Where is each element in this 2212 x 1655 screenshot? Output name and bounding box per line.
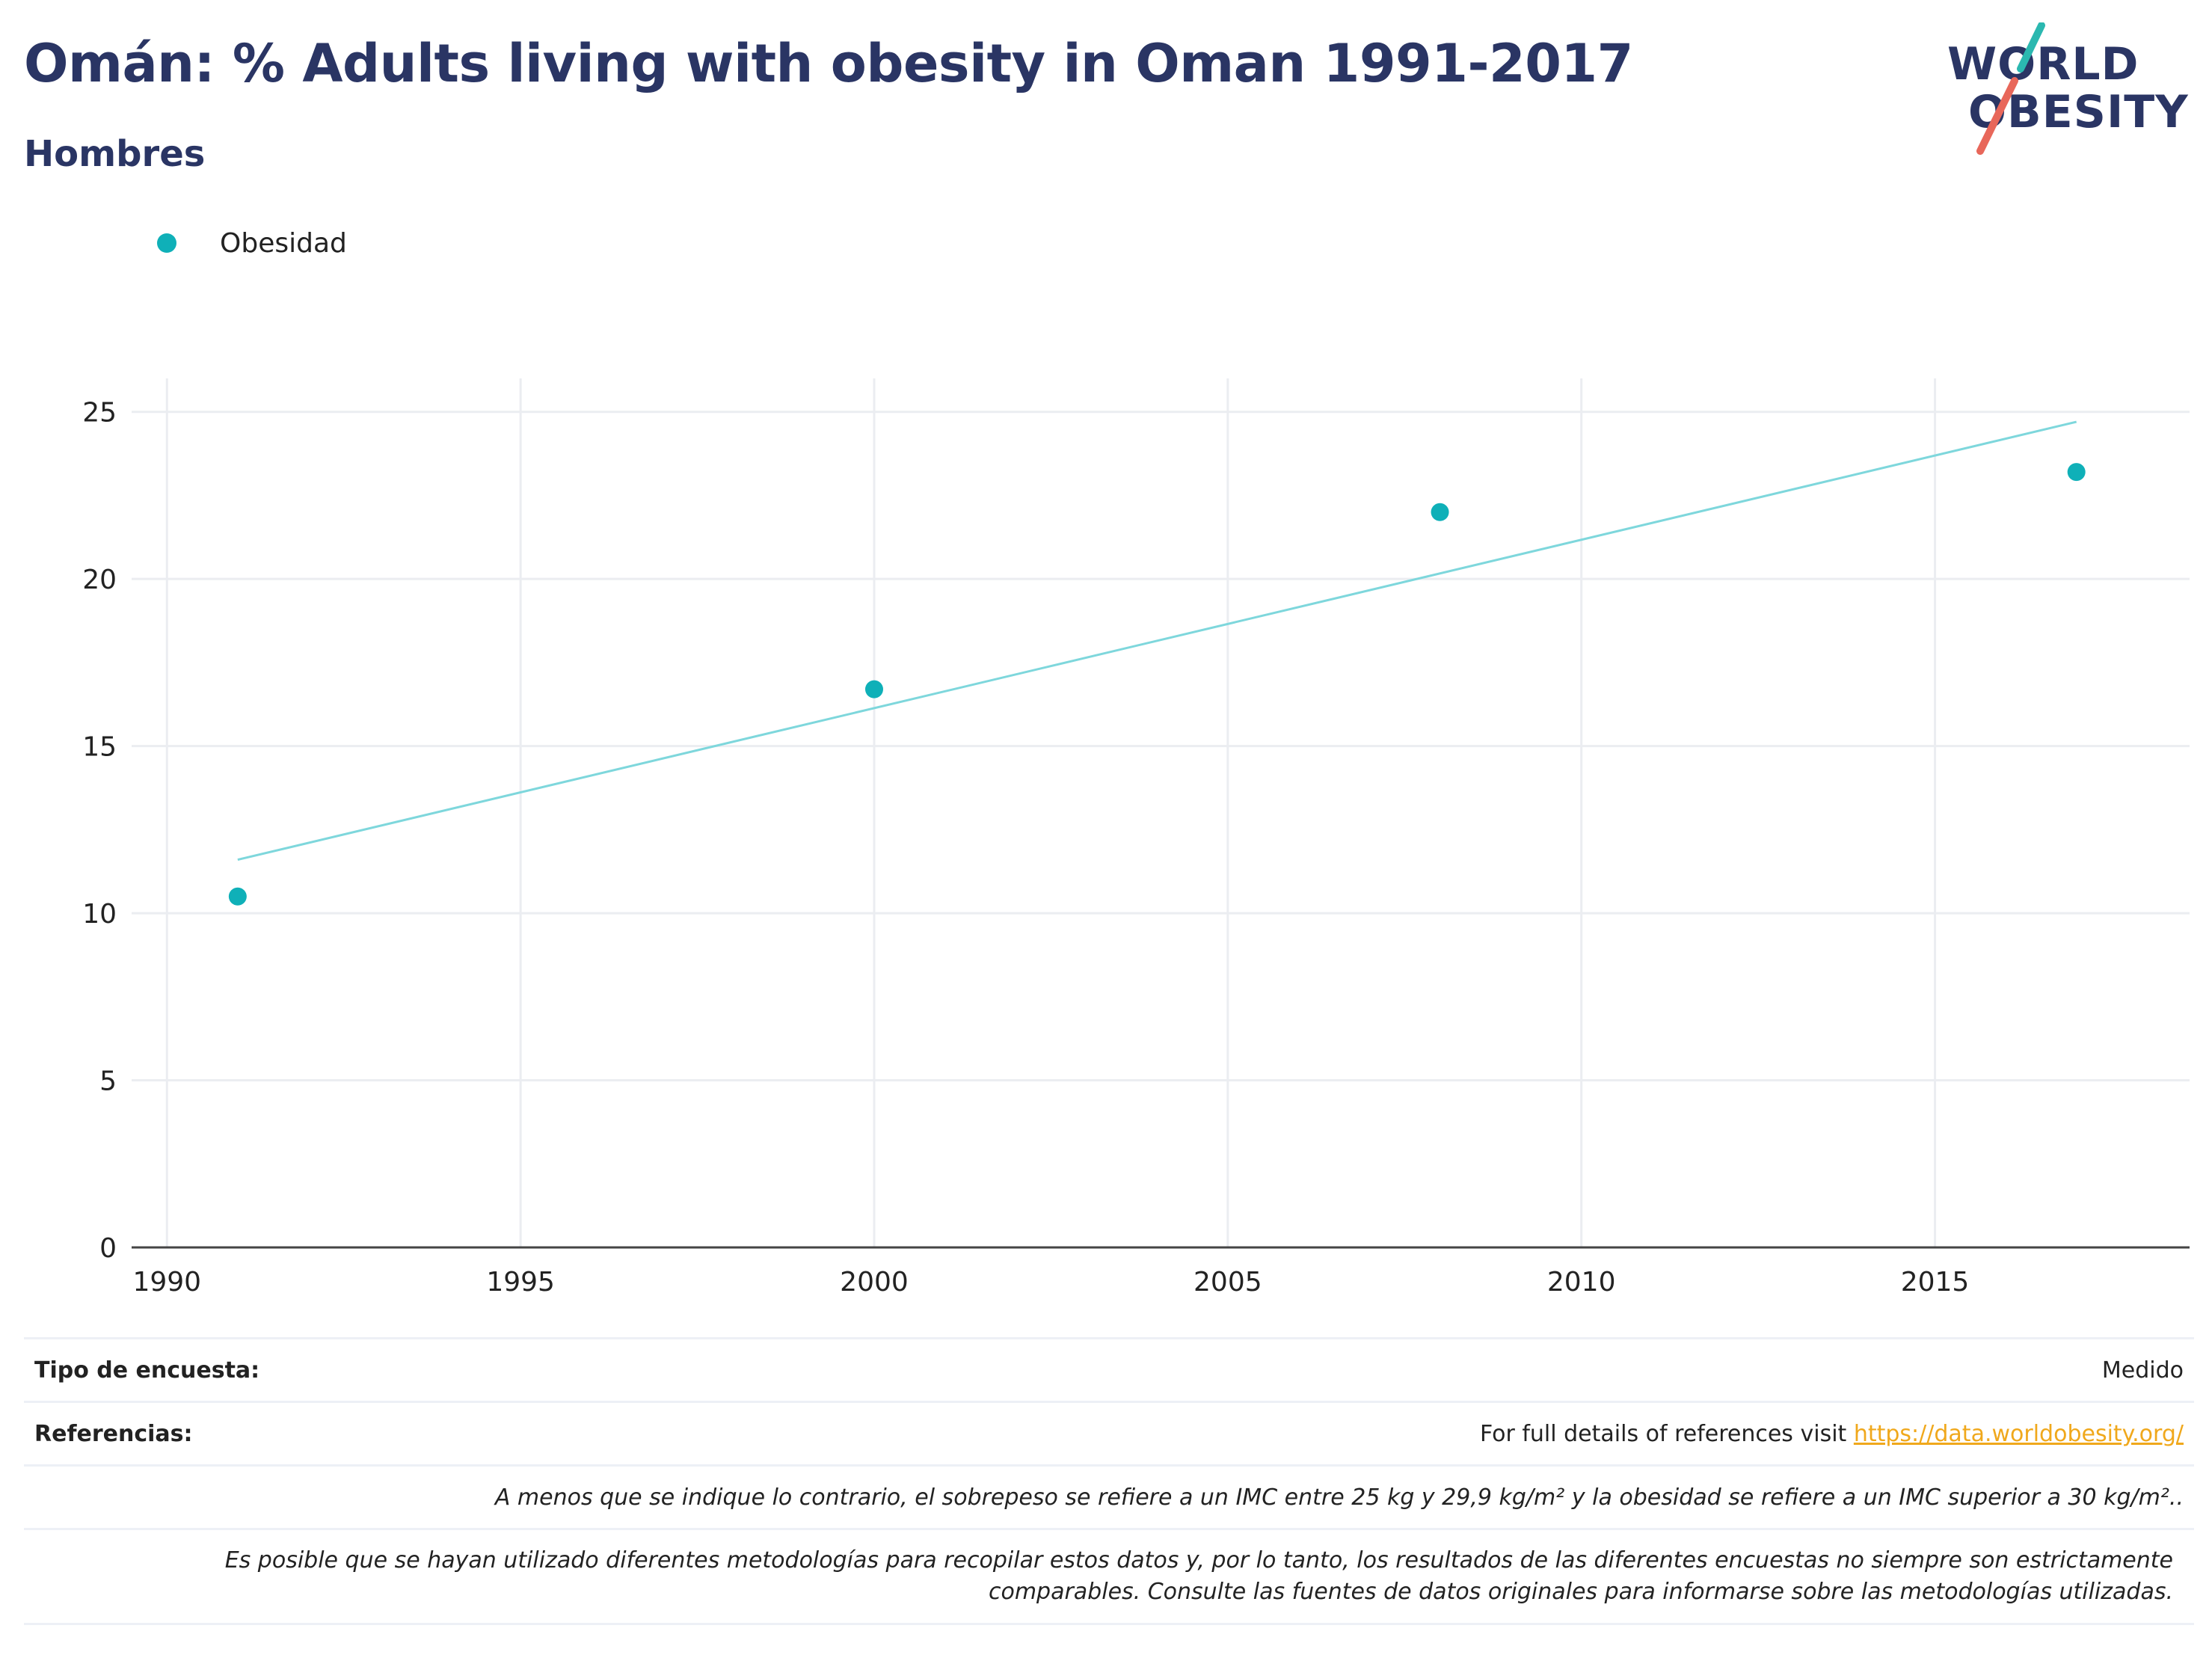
footer-table: Tipo de encuesta: Medido Referencias: Fo… xyxy=(24,1337,2194,1625)
bmi-note: A menos que se indique lo contrario, el … xyxy=(494,1484,2184,1511)
x-tick-label-1990: 1990 xyxy=(132,1267,201,1298)
legend-marker-icon xyxy=(157,233,176,253)
bmi-note-row: A menos que se indique lo contrario, el … xyxy=(24,1464,2194,1528)
x-tick-label-2015: 2015 xyxy=(1901,1267,1970,1298)
legend-label: Obesidad xyxy=(220,227,347,259)
methodology-note-line-2: comparables. Consulte las fuentes de dat… xyxy=(988,1579,2173,1605)
survey-type-value: Medido xyxy=(2101,1357,2184,1384)
references-link[interactable]: https://data.worldobesity.org/ xyxy=(1853,1420,2184,1447)
logo-line-1: WORLD xyxy=(1947,38,2139,90)
references-text: For full details of references visit xyxy=(1479,1420,1854,1447)
scatter-chart: 1990 1995 2000 2005 2010 2015 0 5 10 15 20 25 xyxy=(82,378,2190,1298)
trendline xyxy=(237,420,2077,862)
chart-title: Omán: % Adults living with obesity in Om… xyxy=(24,33,1633,94)
x-tick-label-2010: 2010 xyxy=(1547,1267,1616,1298)
x-tick-label-2000: 2000 xyxy=(840,1267,909,1298)
y-tick-label-10: 10 xyxy=(82,899,117,930)
references-row: Referencias: For full details of referen… xyxy=(24,1401,2194,1464)
methodology-note: Es posible que se hayan utilizado difere… xyxy=(225,1545,2194,1608)
y-tick-label-5: 5 xyxy=(99,1066,117,1097)
data-point-1991 xyxy=(228,887,247,906)
world-obesity-logo: WORLD OBESITY xyxy=(1947,22,2194,157)
y-tick-label-15: 15 xyxy=(82,732,117,763)
x-tick-label-1995: 1995 xyxy=(486,1267,555,1298)
y-tick-label-20: 20 xyxy=(82,565,117,595)
x-tick-label-2005: 2005 xyxy=(1193,1267,1262,1298)
grid xyxy=(132,378,2190,1247)
logo-slash-icon xyxy=(1976,22,2045,155)
tick-labels: 1990 1995 2000 2005 2010 2015 0 5 10 15 20 25 xyxy=(82,398,1969,1298)
references-value: For full details of references visit htt… xyxy=(1480,1421,2194,1447)
data-points xyxy=(228,463,2086,906)
legend: Obesidad xyxy=(157,224,347,262)
y-tick-label-25: 25 xyxy=(82,398,117,429)
chart-subtitle: Hombres xyxy=(24,133,206,175)
survey-type-row: Tipo de encuesta: Medido xyxy=(24,1337,2194,1401)
survey-type-label: Tipo de encuesta: xyxy=(34,1357,260,1384)
methodology-note-row: Es posible que se hayan utilizado difere… xyxy=(24,1528,2194,1625)
references-label: Referencias: xyxy=(34,1420,193,1447)
y-tick-label-0: 0 xyxy=(99,1233,117,1264)
trendline-line xyxy=(237,420,2077,862)
data-point-2017 xyxy=(2067,463,2086,482)
methodology-note-line-1: Es posible que se hayan utilizado difere… xyxy=(224,1547,2173,1573)
data-point-2008 xyxy=(1431,503,1449,521)
data-point-2000 xyxy=(864,680,883,698)
